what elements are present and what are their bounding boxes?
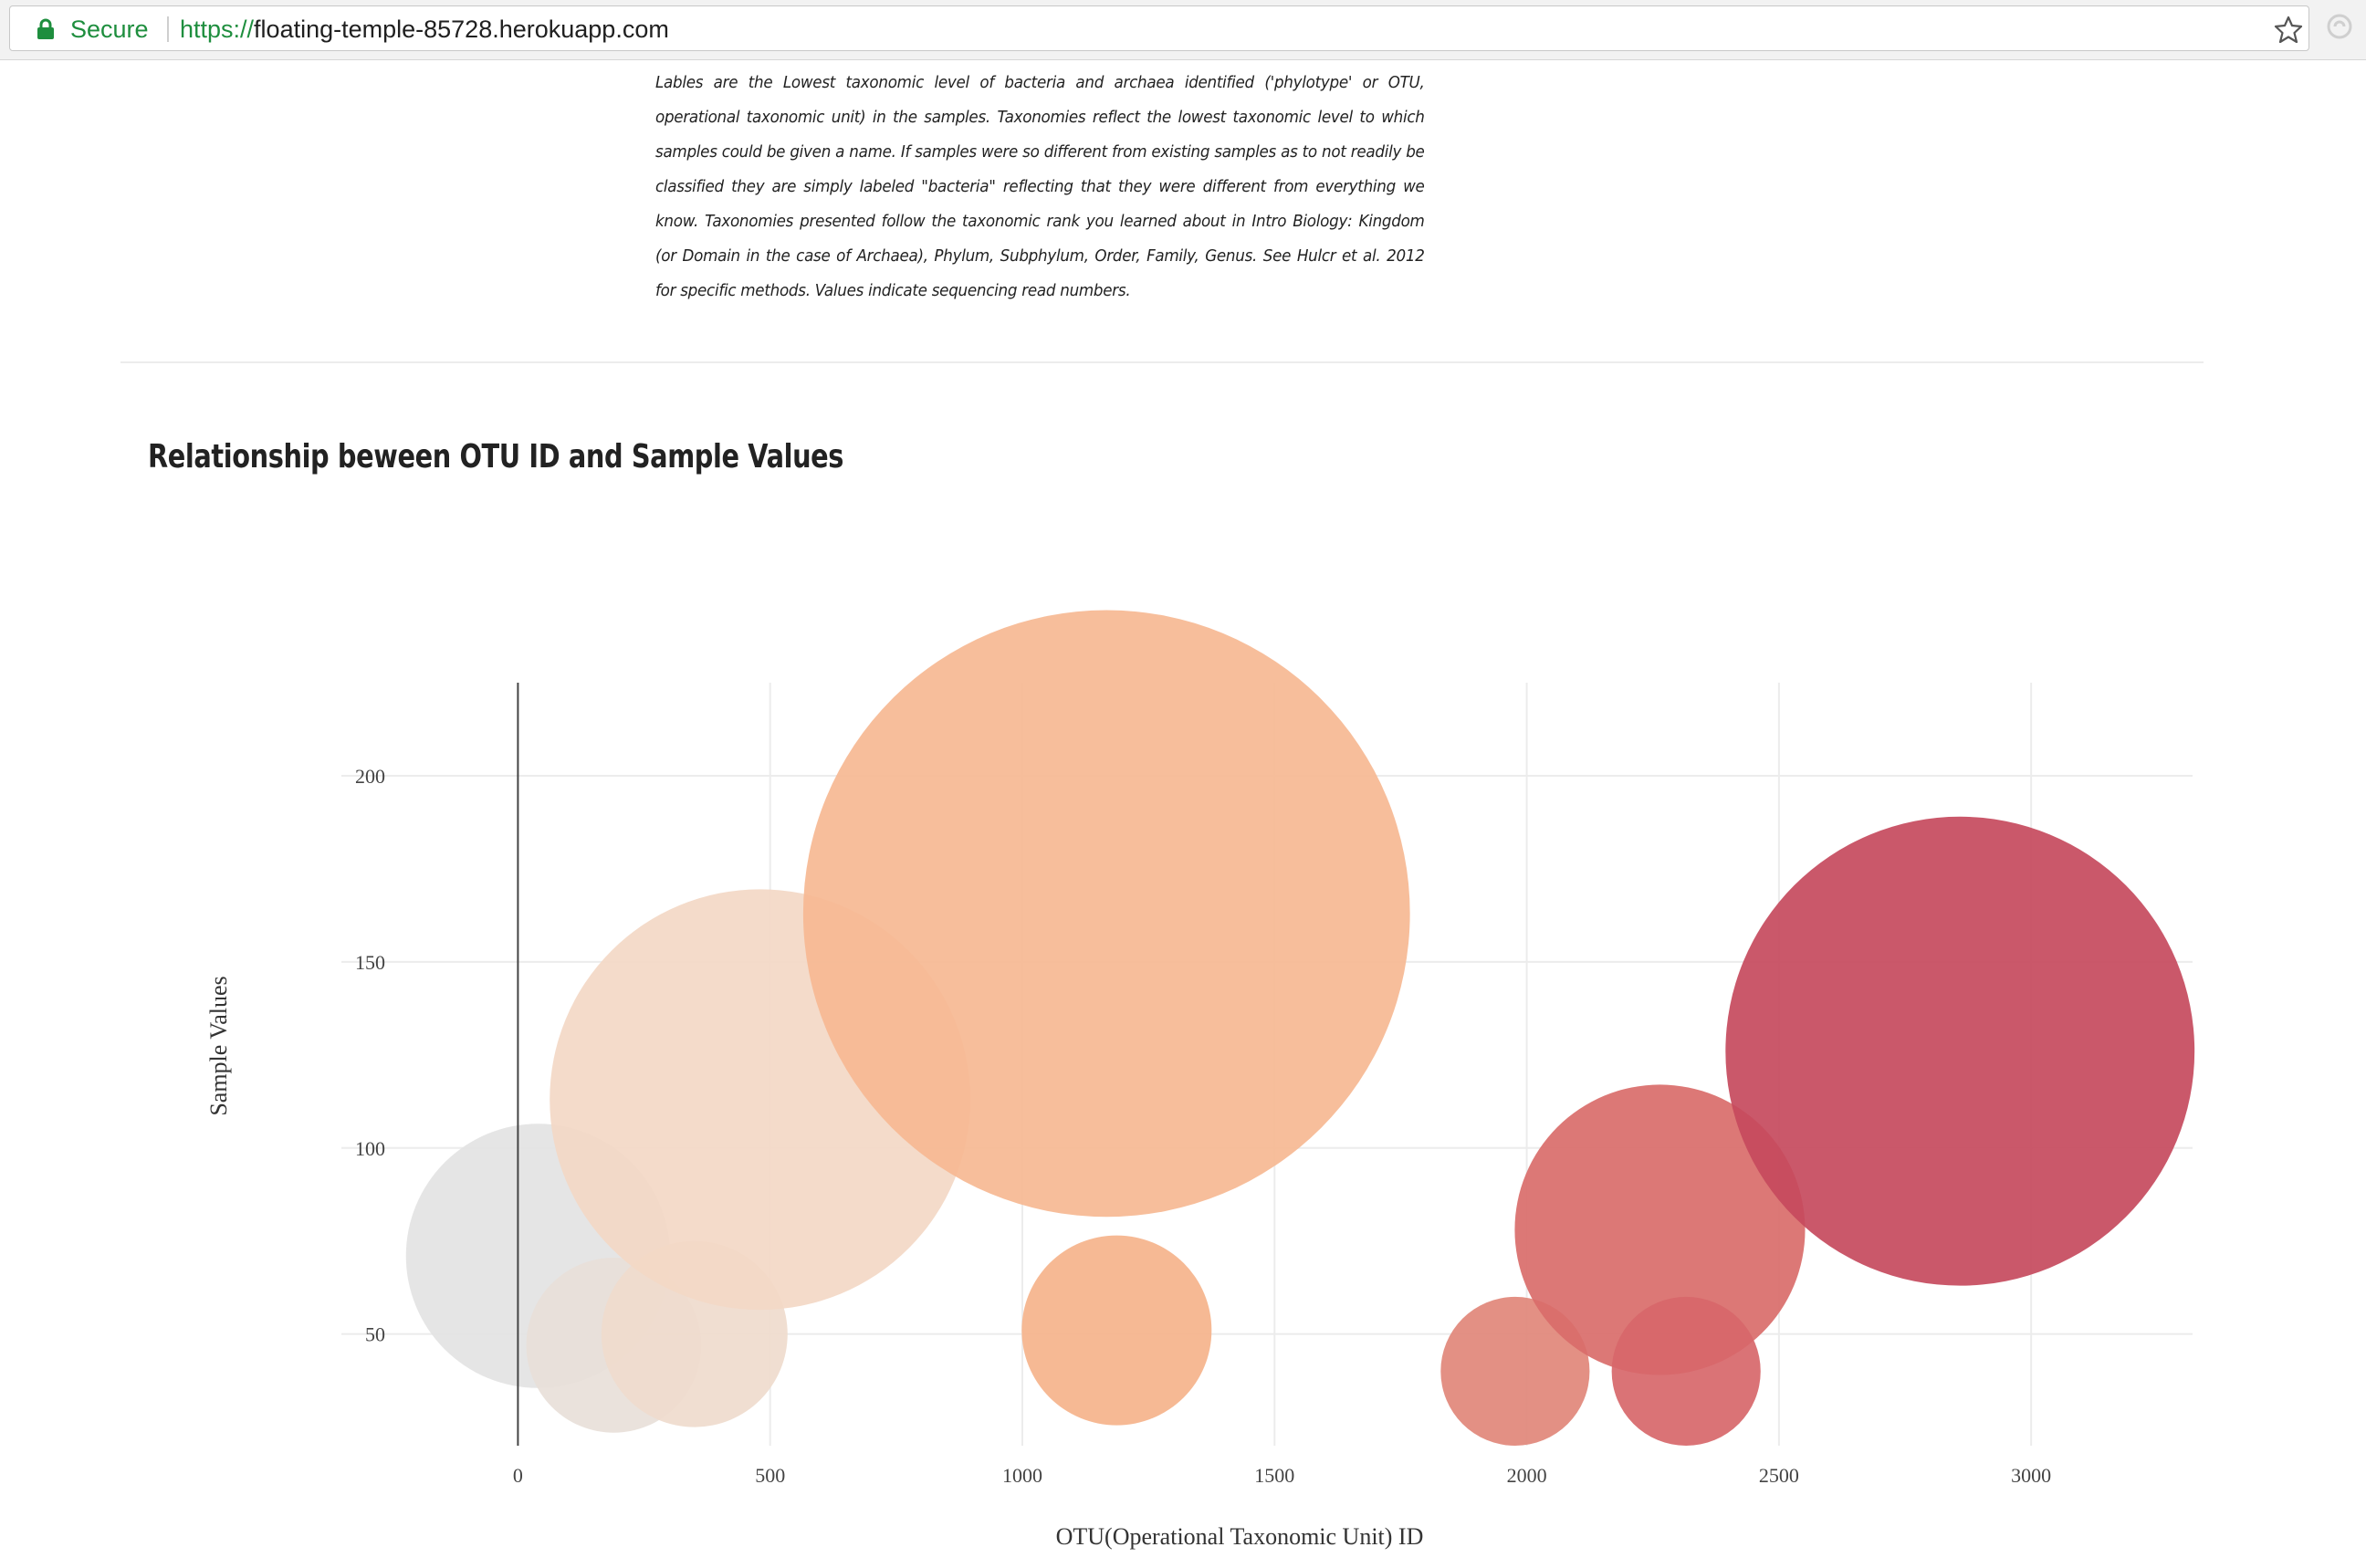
url-scheme: https:// — [180, 16, 255, 43]
y-axis-title: Sample Values — [205, 976, 232, 1115]
x-tick-label: 2000 — [1507, 1464, 1547, 1487]
taxonomy-description: Lables are the Lowest taxonomic level of… — [655, 73, 1425, 300]
section-divider — [120, 361, 2204, 363]
bubble-point — [1021, 1235, 1212, 1426]
bubble-point — [1514, 1084, 1806, 1375]
bubble-point — [1611, 1296, 1761, 1446]
y-tick-label: 200 — [355, 765, 385, 788]
bookmark-star-icon[interactable] — [2274, 16, 2303, 43]
x-tick-label: 1500 — [1254, 1464, 1294, 1487]
address-bar[interactable]: Secure https://floating-temple-85728.her… — [9, 5, 2309, 51]
extension-icon[interactable] — [2326, 13, 2353, 40]
url-host: floating-temple-85728.herokuapp.com — [254, 16, 669, 43]
omnibox-divider — [167, 16, 169, 42]
bubble-point — [1725, 816, 2195, 1286]
section-title: Relationship beween OTU ID and Sample Va… — [148, 438, 844, 476]
secure-label: Secure — [70, 16, 149, 43]
y-tick-label: 100 — [355, 1137, 385, 1160]
y-tick-label: 150 — [355, 951, 385, 974]
x-axis-title: OTU(Operational Taxonomic Unit) ID — [1056, 1523, 1424, 1550]
y-tick-label: 50 — [365, 1323, 385, 1346]
x-tick-label: 1000 — [1002, 1464, 1042, 1487]
chart-bubbles — [405, 610, 2195, 1446]
x-tick-label: 0 — [513, 1464, 523, 1487]
bubble-point — [1440, 1296, 1590, 1446]
lock-icon — [37, 18, 54, 39]
browser-toolbar: Secure https://floating-temple-85728.her… — [0, 0, 2366, 60]
x-tick-label: 500 — [755, 1464, 785, 1487]
url-text[interactable]: https://floating-temple-85728.herokuapp.… — [180, 16, 669, 44]
x-tick-label: 3000 — [2011, 1464, 2051, 1487]
bubble-point — [802, 610, 1410, 1218]
x-tick-label: 2500 — [1759, 1464, 1799, 1487]
